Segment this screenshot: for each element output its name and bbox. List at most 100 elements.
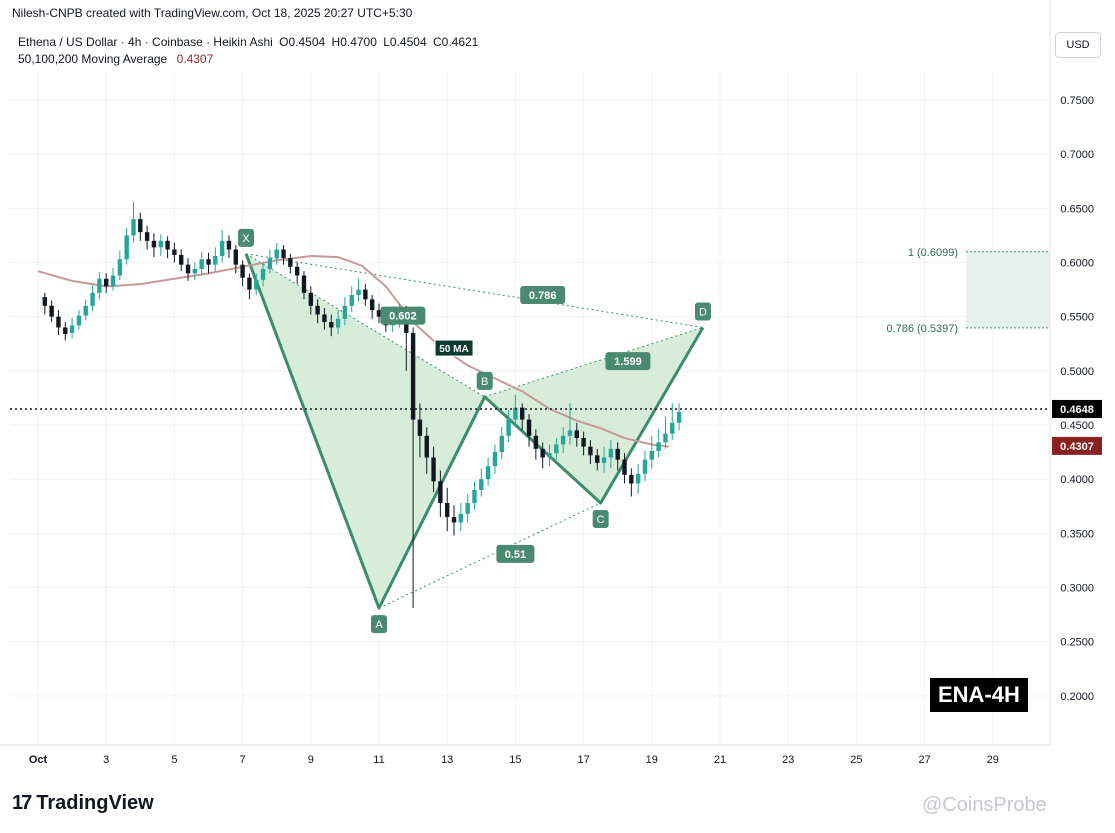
candle-body <box>656 442 661 451</box>
candle-body <box>445 502 450 518</box>
x-tick-label: 27 <box>918 754 930 766</box>
candle-body <box>458 513 464 523</box>
ratio-label-box <box>520 285 566 304</box>
candle-body <box>472 489 477 503</box>
tradingview-logo-text: TradingView <box>36 792 154 814</box>
candle-body <box>547 453 552 458</box>
candle-body <box>520 407 525 420</box>
candle-body <box>376 310 382 317</box>
x-tick-label: 29 <box>987 754 999 766</box>
candle-body <box>335 318 341 328</box>
y-axis: 0.7500 0.7000 0.6500 0.6000 0.5500 0.5000 0.45… <box>1060 95 1094 703</box>
open-value: O0.4504 <box>279 35 326 49</box>
x-tick-label: 15 <box>509 754 521 766</box>
candle-body <box>56 316 61 328</box>
x-tick-label: 21 <box>714 754 726 766</box>
ratio-label-box <box>605 352 651 371</box>
candle-body <box>649 450 654 460</box>
candle-body <box>254 279 259 290</box>
point-label: C <box>597 514 605 526</box>
ma-value: 0.4307 <box>176 52 214 66</box>
candle-body <box>615 448 620 460</box>
candle-body <box>369 299 375 311</box>
symbol-legend: Ethena / US Dollar · 4h · Coinbase · Hei… <box>18 35 478 49</box>
candle-body <box>642 459 648 474</box>
y-tick-label: 0.2000 <box>1060 691 1094 703</box>
point-label: D <box>699 306 707 318</box>
candle-body <box>274 249 279 259</box>
x-tick-label: Oct <box>29 754 48 766</box>
candle-body <box>97 278 102 293</box>
candle-body <box>247 277 252 290</box>
x-tick-label: 3 <box>103 754 109 766</box>
point-label-box <box>476 371 493 390</box>
candle-body <box>676 411 682 423</box>
candle-body <box>417 419 423 436</box>
candle-body <box>76 315 82 326</box>
ratio-connector <box>378 502 601 609</box>
candle-body <box>410 332 416 420</box>
candle-body <box>329 322 334 328</box>
y-tick-label: 0.6000 <box>1060 257 1094 269</box>
point-label: X <box>242 233 250 245</box>
x-tick-label: 11 <box>373 754 384 766</box>
candle-body <box>424 435 429 458</box>
candle-body <box>226 240 232 250</box>
point-label: B <box>481 376 488 388</box>
ratio-connector <box>484 327 704 398</box>
candle-body <box>308 292 313 306</box>
candle-body <box>554 444 559 454</box>
y-tick-label: 0.2500 <box>1060 637 1094 649</box>
low-value: L0.4504 <box>383 35 427 49</box>
y-tick-label: 0.5500 <box>1060 312 1094 324</box>
ratio-label-box <box>380 306 426 325</box>
candle-body <box>540 448 545 458</box>
candle-body <box>595 455 600 463</box>
y-tick-label: 0.5000 <box>1060 366 1094 378</box>
candle-body <box>144 232 150 241</box>
candle-body <box>179 254 184 265</box>
candle-body <box>581 437 586 447</box>
candle-body <box>485 466 491 480</box>
candle-body <box>322 314 327 323</box>
y-tick-label: 0.4000 <box>1060 474 1094 486</box>
candle-body <box>138 219 143 233</box>
fib-level-label: 1 (0.6099) <box>908 247 958 259</box>
candle-body <box>281 249 286 259</box>
tradingview-logo-icon: 17 <box>12 792 32 814</box>
candle-body <box>117 259 123 276</box>
harmonic-pattern <box>244 253 705 610</box>
candle-body <box>90 292 95 306</box>
x-tick-label: 9 <box>308 754 314 766</box>
candle-body <box>622 459 627 475</box>
candle-body <box>233 249 238 265</box>
candle-body <box>431 457 436 482</box>
candle-body <box>110 275 116 287</box>
candle-body <box>213 255 218 265</box>
x-tick-label: 5 <box>171 754 177 766</box>
x-tick-label: 17 <box>577 754 589 766</box>
symbol-name: Ethena / US Dollar · 4h · Coinbase · Hei… <box>18 35 273 49</box>
candle-body <box>69 325 75 333</box>
tradingview-logo[interactable]: 17 TradingView <box>12 792 154 815</box>
x-tick-label: 19 <box>646 754 658 766</box>
candle-body <box>479 479 484 490</box>
candle-body <box>185 264 191 274</box>
point-label-box <box>694 302 711 321</box>
candle-body <box>301 275 307 293</box>
candle-body <box>219 240 225 256</box>
candle-body <box>356 289 361 295</box>
point-label-box <box>592 509 609 528</box>
candle-body <box>42 297 48 306</box>
moving-average <box>37 254 669 448</box>
candle-body <box>288 258 293 267</box>
candle-body <box>601 457 607 463</box>
x-tick-label: 7 <box>240 754 246 766</box>
candle-body <box>349 294 354 306</box>
candle-body <box>131 219 136 236</box>
ratio-label: 1.599 <box>614 356 642 368</box>
y-tick-label: 0.4500 <box>1060 420 1094 432</box>
point-label-box <box>371 615 387 634</box>
candle-body <box>260 268 266 280</box>
currency-button[interactable]: USD <box>1055 32 1101 58</box>
